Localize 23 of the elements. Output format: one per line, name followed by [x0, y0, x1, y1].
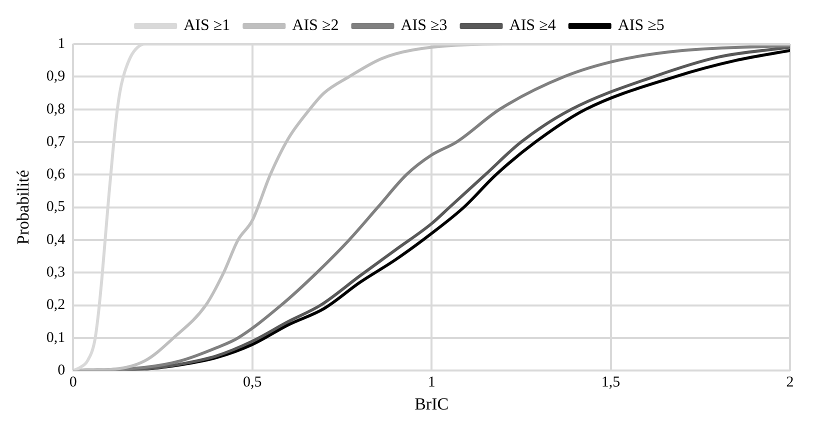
y-tick-label: 1 — [58, 36, 66, 52]
y-axis-title: Probabilité — [14, 170, 33, 245]
y-tick-label: 0,5 — [46, 199, 66, 216]
y-tick-label: 0,4 — [46, 232, 66, 248]
x-axis-title: BrIC — [414, 394, 449, 414]
x-tick-label: 0 — [69, 374, 77, 391]
x-tick-label: 0,5 — [242, 374, 262, 391]
y-tick-label: 0,6 — [46, 166, 66, 183]
x-tick-label: 1,5 — [601, 374, 620, 391]
y-tick-label: 0,2 — [46, 297, 66, 314]
x-tick-label: 1 — [428, 374, 436, 391]
y-tick-label: 0,9 — [46, 68, 66, 85]
legend-label: AIS ≥2 — [292, 17, 339, 34]
y-tick-label: 0,1 — [46, 330, 66, 346]
legend-label: AIS ≥4 — [509, 17, 556, 34]
legend-label: AIS ≥1 — [184, 17, 230, 34]
y-tick-label: 0 — [58, 362, 66, 379]
legend-label: AIS ≥3 — [400, 17, 448, 34]
legend-label: AIS ≥5 — [618, 17, 664, 34]
y-tick-label: 0,3 — [46, 264, 66, 281]
y-tick-label: 0,7 — [46, 134, 66, 150]
y-tick-label: 0,8 — [46, 101, 66, 118]
x-tick-label: 2 — [786, 374, 794, 391]
